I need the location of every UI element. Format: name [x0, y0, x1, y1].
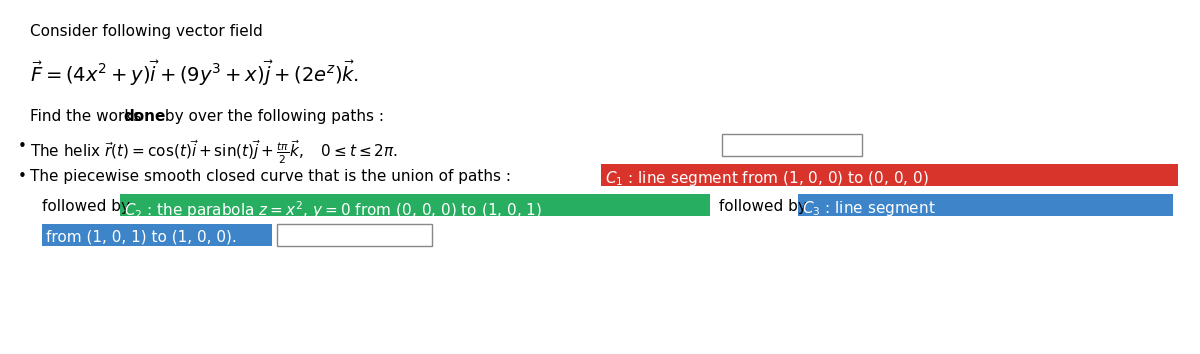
Text: followed by: followed by: [714, 199, 811, 214]
Bar: [277, 224, 432, 246]
Bar: [42, 224, 272, 246]
Text: $C_2$ : the parabola $z = x^2,\, y = 0$ from (0, 0, 0) to (1, 0, 1): $C_2$ : the parabola $z = x^2,\, y = 0$ …: [124, 199, 542, 221]
Bar: [601, 164, 1178, 186]
Text: Find the works: Find the works: [30, 109, 146, 124]
Text: The piecewise smooth closed curve that is the union of paths :: The piecewise smooth closed curve that i…: [30, 169, 516, 184]
Text: Consider following vector field: Consider following vector field: [30, 24, 263, 39]
Text: followed by: followed by: [42, 199, 134, 214]
Text: $C_3$ : line segment: $C_3$ : line segment: [802, 199, 936, 218]
Text: The helix $\vec{r}(t) = \cos(t)\vec{i} + \sin(t)\vec{j} + \frac{t\pi}{2}\vec{k},: The helix $\vec{r}(t) = \cos(t)\vec{i} +…: [30, 139, 398, 166]
Bar: [120, 194, 710, 216]
Text: $C_1$ : line segment from (1, 0, 0) to (0, 0, 0): $C_1$ : line segment from (1, 0, 0) to (…: [605, 169, 929, 188]
Text: done: done: [124, 109, 166, 124]
Text: •: •: [18, 139, 26, 154]
Text: from (1, 0, 1) to (1, 0, 0).: from (1, 0, 1) to (1, 0, 0).: [46, 229, 236, 244]
Text: $\vec{F} = (4x^2 + y)\vec{i} + (9y^3 + x)\vec{j} + (2e^z)\vec{k}.$: $\vec{F} = (4x^2 + y)\vec{i} + (9y^3 + x…: [30, 59, 359, 88]
Text: by over the following paths :: by over the following paths :: [160, 109, 384, 124]
Text: •: •: [18, 169, 26, 184]
Bar: [722, 134, 862, 156]
Bar: [798, 194, 1174, 216]
